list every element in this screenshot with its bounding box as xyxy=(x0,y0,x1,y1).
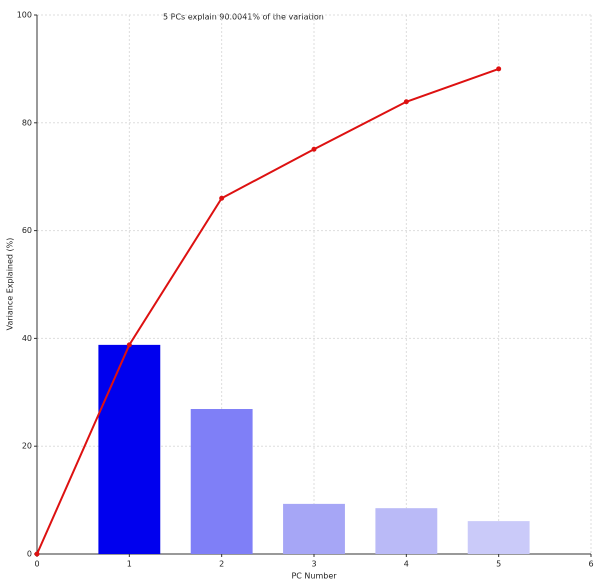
x-tick-label: 1 xyxy=(127,560,132,569)
bar xyxy=(190,409,253,554)
x-tick-label: 3 xyxy=(311,560,316,569)
bar xyxy=(467,521,530,554)
x-tick-label: 4 xyxy=(404,560,409,569)
cumulative-line xyxy=(36,67,500,555)
x-tick-label: 0 xyxy=(34,560,39,569)
bar xyxy=(98,344,161,554)
y-tick-label: 100 xyxy=(17,11,32,20)
annotation: 5 PCs explain 90.0041% of the variation xyxy=(163,13,324,22)
y-tick-label: 40 xyxy=(22,334,32,343)
y-tick-label: 0 xyxy=(27,550,32,559)
line-point xyxy=(219,195,225,201)
x-tick-label: 6 xyxy=(588,560,593,569)
line-point xyxy=(34,551,40,557)
bar xyxy=(283,503,345,554)
bar xyxy=(375,508,438,554)
y-tick-label: 60 xyxy=(22,226,32,235)
line-point xyxy=(496,66,502,72)
line-point xyxy=(126,342,132,348)
x-axis-label: PC Number xyxy=(291,572,337,581)
y-axis-label: Variance Explained (%) xyxy=(6,238,15,331)
line-point xyxy=(403,99,409,105)
x-tick-label: 5 xyxy=(496,560,501,569)
y-tick-label: 80 xyxy=(22,118,32,127)
x-tick-label: 2 xyxy=(219,560,224,569)
y-tick-label: 20 xyxy=(22,442,32,451)
line-point xyxy=(311,146,317,152)
